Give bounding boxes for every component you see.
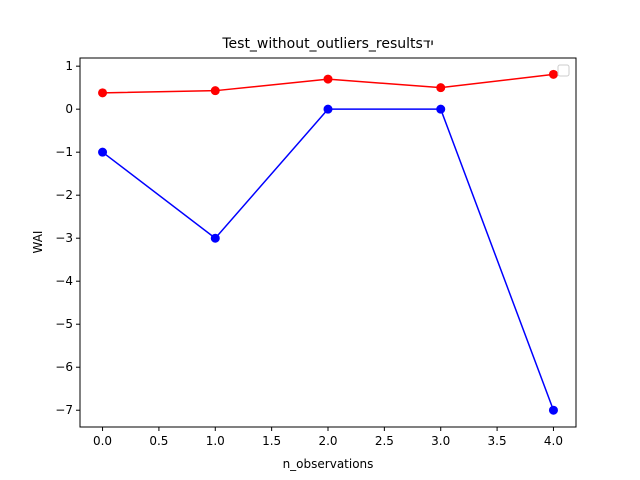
x-tick-label: 1.0 bbox=[206, 434, 225, 448]
y-tick-label: −7 bbox=[55, 403, 73, 417]
x-tick-label: 1.5 bbox=[262, 434, 281, 448]
y-tick-label: 1 bbox=[65, 59, 73, 73]
y-tick-label: −6 bbox=[55, 360, 73, 374]
x-tick-label: 3.5 bbox=[488, 434, 507, 448]
series-2 bbox=[98, 104, 558, 415]
y-tick-label: −4 bbox=[55, 274, 73, 288]
data-point bbox=[548, 69, 558, 79]
data-point bbox=[436, 83, 446, 93]
x-axis: 0.0 0.5 1.0 1.5 2.0 2.5 3.0 3.5 4.0 bbox=[93, 427, 563, 448]
y-axis-label: WAI bbox=[31, 231, 45, 254]
data-point bbox=[210, 233, 220, 243]
plot-area bbox=[98, 69, 558, 415]
data-point bbox=[98, 147, 108, 157]
y-tick-label: 0 bbox=[65, 102, 73, 116]
y-axis: 1 0 −1 −2 −3 −4 −5 −6 −7 bbox=[55, 59, 80, 417]
y-tick-label: −3 bbox=[55, 231, 73, 245]
y-tick-label: −2 bbox=[55, 188, 73, 202]
x-tick-label: 2.5 bbox=[375, 434, 394, 448]
x-tick-label: 0.0 bbox=[93, 434, 112, 448]
x-tick-label: 4.0 bbox=[544, 434, 563, 448]
legend-box bbox=[557, 64, 570, 77]
x-tick-label: 0.5 bbox=[149, 434, 168, 448]
x-tick-label: 2.0 bbox=[318, 434, 337, 448]
data-point bbox=[323, 104, 333, 114]
y-tick-label: −5 bbox=[55, 317, 73, 331]
series-line bbox=[102, 108, 555, 411]
data-point bbox=[548, 405, 558, 415]
data-point bbox=[210, 86, 220, 96]
series-1 bbox=[98, 69, 558, 98]
x-axis-label: n_observations bbox=[283, 457, 374, 471]
chart-title: Test_without_outliers_resultsיד bbox=[221, 36, 433, 52]
data-point bbox=[436, 104, 446, 114]
x-tick-label: 3.0 bbox=[431, 434, 450, 448]
y-tick-label: −1 bbox=[55, 145, 73, 159]
data-point bbox=[323, 74, 333, 84]
data-point bbox=[98, 88, 108, 98]
